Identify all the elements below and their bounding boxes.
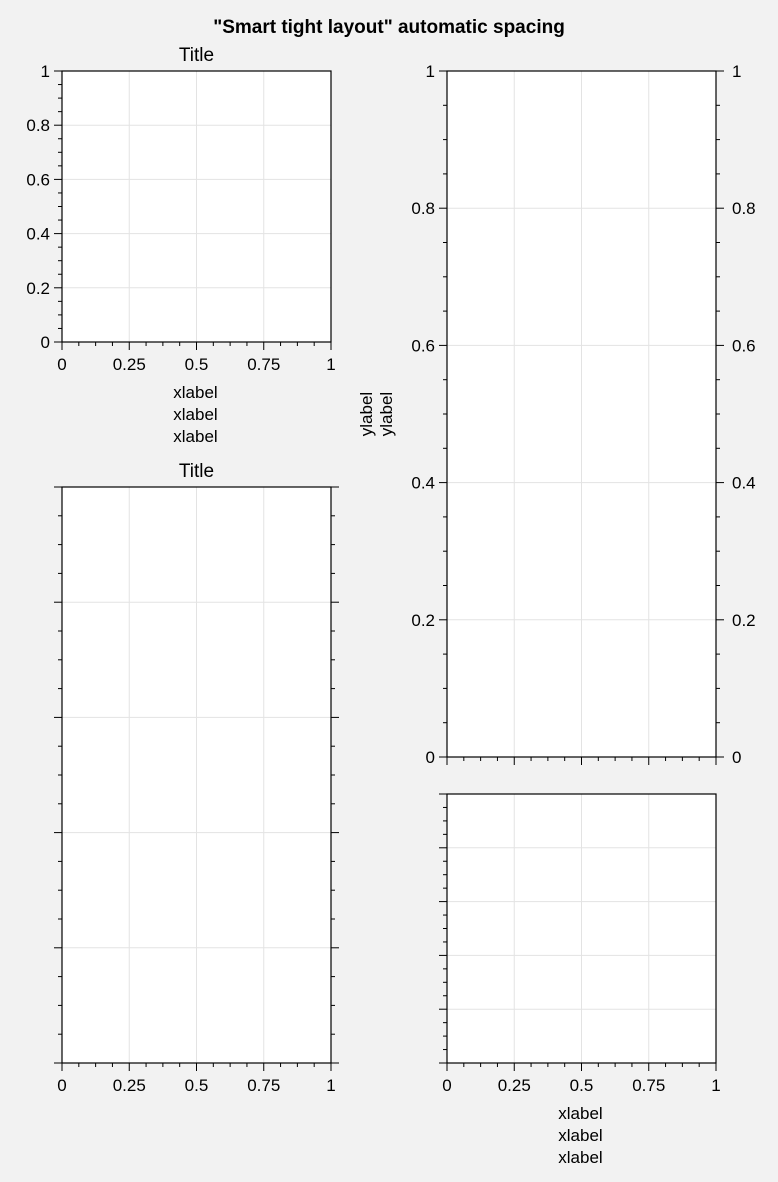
- suptitle: "Smart tight layout" automatic spacing: [213, 17, 565, 38]
- x-tick-label: 0: [57, 355, 66, 374]
- x-tick-label: 0.25: [113, 1076, 146, 1095]
- panel-3: 0 0.25 0.5 0.75 1 Title: [54, 461, 339, 1095]
- panel-2: 0 0.2 0.4 0.6 0.8 1 0 0.2 0.4 0.6 0.8 1 ylabel ylabel: [357, 62, 756, 767]
- y-tick-label-left: 0.8: [26, 116, 50, 135]
- x-tick-label: 1: [326, 1076, 335, 1095]
- y-tick-label-left: 0.6: [411, 336, 435, 355]
- x-tick-label: 0.5: [185, 355, 209, 374]
- y-tick-label-right: 0: [732, 748, 741, 767]
- y-tick-label-left: 0.6: [26, 170, 50, 189]
- x-tick-label: 1: [711, 1076, 720, 1095]
- x-axis-label: xlabel: [558, 1126, 602, 1145]
- x-tick-label: 0.75: [247, 1076, 280, 1095]
- y-tick-label-left: 0.2: [26, 279, 50, 298]
- y-tick-label-left: 0.2: [411, 611, 435, 630]
- y-tick-label-left: 0.4: [411, 474, 435, 493]
- y-tick-label-left: 1: [41, 62, 50, 81]
- y-tick-label-right: 0.4: [732, 474, 756, 493]
- y-tick-label-right: 1: [732, 62, 741, 81]
- y-tick-label-left: 0: [41, 333, 50, 352]
- y-tick-label-left: 0: [426, 748, 435, 767]
- x-tick-label: 0.5: [570, 1076, 594, 1095]
- x-tick-label: 0.75: [632, 1076, 665, 1095]
- y-tick-label-right: 0.6: [732, 336, 756, 355]
- panel-4: 0 0.25 0.5 0.75 1 xlabel xlabel xlabel: [439, 793, 721, 1167]
- y-tick-label-right: 0.2: [732, 611, 756, 630]
- y-tick-label-left: 0.8: [411, 199, 435, 218]
- x-tick-label: 0.75: [247, 355, 280, 374]
- y-axis-label: ylabel: [377, 392, 396, 436]
- x-tick-label: 0.25: [113, 355, 146, 374]
- x-tick-label: 0.25: [498, 1076, 531, 1095]
- x-axis-label: xlabel: [173, 405, 217, 424]
- y-tick-label-left: 1: [426, 62, 435, 81]
- x-tick-label: 0: [57, 1076, 66, 1095]
- y-tick-label-left: 0.4: [26, 225, 50, 244]
- y-axis-label: ylabel: [357, 392, 376, 436]
- x-tick-label: 0.5: [185, 1076, 209, 1095]
- panel-1: 0 0.25 0.5 0.75 1 0 0.2 0.4 0.6 0.8 1 Title xlabel xl…: [26, 45, 335, 446]
- y-tick-label-right: 0.8: [732, 199, 756, 218]
- x-axis-label: xlabel: [173, 427, 217, 446]
- x-axis-label: xlabel: [558, 1104, 602, 1123]
- x-tick-label: 1: [326, 355, 335, 374]
- panels: 0 0.25 0.5 0.75 1 0 0.2 0.4 0.6 0.8 1 Title xlabel xl…: [26, 45, 755, 1167]
- x-axis-label: xlabel: [173, 383, 217, 402]
- x-tick-label: 0: [442, 1076, 451, 1095]
- axes-title: Title: [179, 45, 214, 66]
- x-axis-label: xlabel: [558, 1148, 602, 1167]
- axes-title: Title: [179, 461, 214, 482]
